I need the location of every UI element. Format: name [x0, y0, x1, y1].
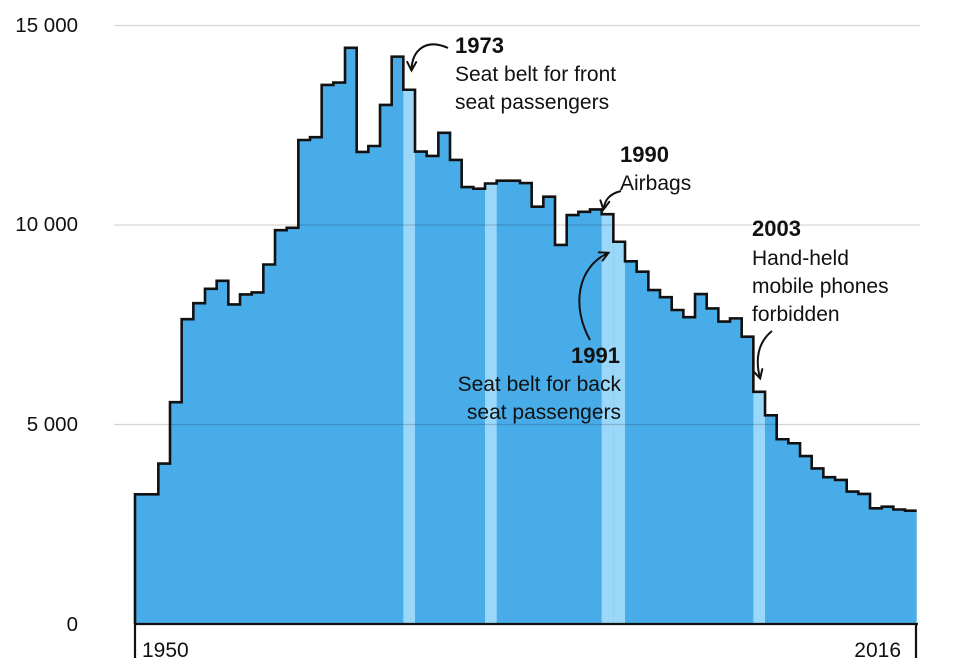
y-tick-label-0: 0 — [67, 613, 78, 636]
annotation-1991-line1: Seat belt for back — [458, 373, 622, 396]
bars-outline — [133, 46, 917, 624]
annotation-2003-line1: Hand-held — [752, 247, 849, 270]
annotation-1973-year: 1973 — [455, 33, 504, 58]
annotation-1973-line2: seat passengers — [455, 91, 609, 114]
gridlines — [114, 24, 920, 426]
annotation-1973-arrow — [412, 43, 449, 70]
annotation-1991-arrow — [578, 253, 608, 341]
y-tick-label-5000: 5 000 — [27, 413, 78, 436]
annotation-2003-line3: forbidden — [752, 303, 840, 326]
annotation-2003: 2003 Hand-held mobile phones forbidden — [752, 216, 889, 378]
annotation-1990-year: 1990 — [620, 142, 669, 167]
y-axis-labels: 15 000 10 000 5 000 0 — [15, 14, 78, 636]
bar-series — [133, 46, 917, 625]
y-tick-label-15000: 15 000 — [15, 14, 78, 37]
annotation-1973: 1973 Seat belt for front seat passengers — [412, 33, 616, 114]
annotation-1990-line1: Airbags — [620, 172, 691, 195]
highlight-bar-2003 — [753, 391, 766, 624]
annotation-2003-arrow — [758, 330, 773, 378]
highlight-bar-1991 — [613, 241, 626, 624]
x-tick-label-2016: 2016 — [854, 639, 901, 662]
bars-fill — [135, 47, 917, 624]
annotation-1991-line2: seat passengers — [467, 401, 621, 424]
x-tick-label-1950: 1950 — [142, 639, 189, 662]
annotation-2003-line2: mobile phones — [752, 275, 889, 298]
highlight-bar-1990 — [601, 214, 614, 625]
annotation-1990: 1990 Airbags — [604, 142, 691, 209]
x-axis-labels: 1950 2016 — [142, 639, 901, 662]
annotation-2003-year: 2003 — [752, 216, 801, 241]
highlight-bar-1973 — [403, 89, 416, 625]
x-axis — [133, 622, 918, 658]
annotation-1990-arrow — [604, 190, 622, 209]
highlight-bar-1980 — [485, 183, 497, 624]
annotation-1973-line1: Seat belt for front — [455, 63, 616, 86]
annotation-1991-year: 1991 — [571, 343, 620, 368]
y-tick-label-10000: 10 000 — [15, 213, 78, 236]
annotation-1991: 1991 Seat belt for back seat passengers — [458, 253, 622, 424]
